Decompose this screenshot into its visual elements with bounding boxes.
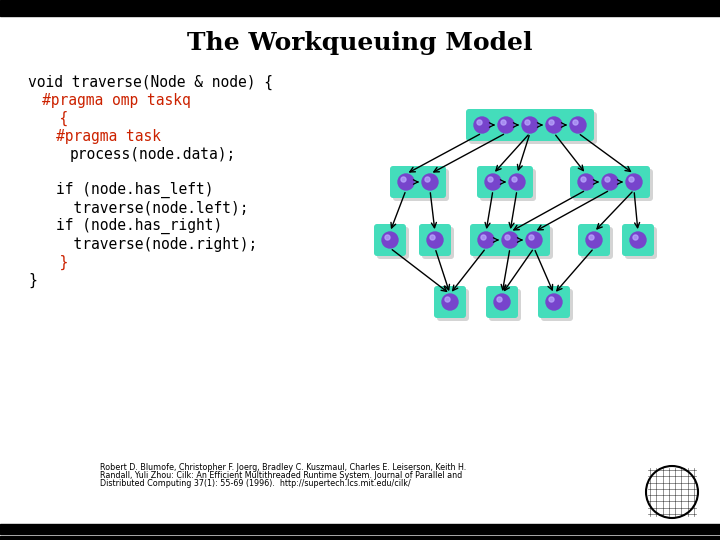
FancyBboxPatch shape bbox=[434, 286, 466, 318]
Circle shape bbox=[382, 232, 398, 248]
FancyBboxPatch shape bbox=[390, 166, 446, 198]
Circle shape bbox=[485, 174, 501, 190]
FancyBboxPatch shape bbox=[374, 224, 406, 256]
Circle shape bbox=[630, 232, 646, 248]
FancyBboxPatch shape bbox=[541, 289, 573, 321]
FancyBboxPatch shape bbox=[393, 169, 449, 201]
Bar bbox=[0, 524, 720, 534]
Circle shape bbox=[505, 235, 510, 240]
Text: #pragma task: #pragma task bbox=[56, 129, 161, 144]
Text: #pragma omp taskq: #pragma omp taskq bbox=[42, 92, 191, 107]
FancyBboxPatch shape bbox=[377, 227, 409, 259]
FancyBboxPatch shape bbox=[570, 166, 650, 198]
Text: The Workqueuing Model: The Workqueuing Model bbox=[187, 31, 533, 55]
FancyBboxPatch shape bbox=[573, 169, 653, 201]
FancyBboxPatch shape bbox=[622, 224, 654, 256]
Circle shape bbox=[512, 177, 517, 182]
Circle shape bbox=[529, 235, 534, 240]
Circle shape bbox=[422, 174, 438, 190]
FancyBboxPatch shape bbox=[422, 227, 454, 259]
Circle shape bbox=[549, 120, 554, 125]
Circle shape bbox=[549, 297, 554, 302]
Circle shape bbox=[498, 117, 514, 133]
Text: }: } bbox=[42, 254, 68, 269]
Text: }: } bbox=[28, 272, 37, 288]
Text: process(node.data);: process(node.data); bbox=[70, 146, 236, 161]
Circle shape bbox=[501, 120, 506, 125]
Circle shape bbox=[488, 177, 493, 182]
FancyBboxPatch shape bbox=[486, 286, 518, 318]
Circle shape bbox=[494, 294, 510, 310]
FancyBboxPatch shape bbox=[477, 166, 533, 198]
Circle shape bbox=[442, 294, 458, 310]
FancyBboxPatch shape bbox=[538, 286, 570, 318]
FancyBboxPatch shape bbox=[473, 227, 553, 259]
Text: if (node.has_left): if (node.has_left) bbox=[56, 182, 214, 198]
FancyBboxPatch shape bbox=[489, 289, 521, 321]
FancyBboxPatch shape bbox=[480, 169, 536, 201]
Circle shape bbox=[474, 117, 490, 133]
Circle shape bbox=[427, 232, 443, 248]
Circle shape bbox=[646, 466, 698, 518]
Circle shape bbox=[546, 294, 562, 310]
FancyBboxPatch shape bbox=[470, 224, 550, 256]
Circle shape bbox=[477, 120, 482, 125]
Circle shape bbox=[570, 117, 586, 133]
Text: Robert D. Blumofe, Christopher F. Joerg, Bradley C. Kuszmaul, Charles E. Leisers: Robert D. Blumofe, Christopher F. Joerg,… bbox=[100, 463, 467, 472]
Circle shape bbox=[502, 232, 518, 248]
Circle shape bbox=[445, 297, 450, 302]
FancyBboxPatch shape bbox=[581, 227, 613, 259]
Circle shape bbox=[602, 174, 618, 190]
Text: {: { bbox=[42, 110, 68, 126]
Circle shape bbox=[629, 177, 634, 182]
Circle shape bbox=[509, 174, 525, 190]
Circle shape bbox=[430, 235, 435, 240]
FancyBboxPatch shape bbox=[437, 289, 469, 321]
FancyBboxPatch shape bbox=[469, 112, 597, 144]
Circle shape bbox=[633, 235, 638, 240]
Bar bbox=[0, 0, 720, 16]
Text: void traverse(Node & node) {: void traverse(Node & node) { bbox=[28, 75, 273, 90]
Text: traverse(node.left);: traverse(node.left); bbox=[56, 200, 248, 215]
Circle shape bbox=[605, 177, 610, 182]
Circle shape bbox=[589, 235, 594, 240]
Circle shape bbox=[578, 174, 594, 190]
Circle shape bbox=[425, 177, 430, 182]
FancyBboxPatch shape bbox=[419, 224, 451, 256]
Circle shape bbox=[586, 232, 602, 248]
Circle shape bbox=[385, 235, 390, 240]
Bar bbox=[0, 536, 720, 540]
FancyBboxPatch shape bbox=[466, 109, 594, 141]
Circle shape bbox=[546, 117, 562, 133]
Circle shape bbox=[525, 120, 530, 125]
FancyBboxPatch shape bbox=[578, 224, 610, 256]
Circle shape bbox=[522, 117, 538, 133]
Circle shape bbox=[497, 297, 502, 302]
Circle shape bbox=[573, 120, 578, 125]
FancyBboxPatch shape bbox=[625, 227, 657, 259]
Circle shape bbox=[478, 232, 494, 248]
Circle shape bbox=[526, 232, 542, 248]
Text: Distributed Computing 37(1): 55-69 (1996).  http://supertech.lcs.mit.edu/cilk/: Distributed Computing 37(1): 55-69 (1996… bbox=[100, 480, 410, 489]
Circle shape bbox=[398, 174, 414, 190]
Circle shape bbox=[581, 177, 586, 182]
Circle shape bbox=[481, 235, 486, 240]
Text: Randall, Yuli Zhou: Cilk: An Efficient Multithreaded Runtime System. Journal of : Randall, Yuli Zhou: Cilk: An Efficient M… bbox=[100, 471, 462, 481]
Text: traverse(node.right);: traverse(node.right); bbox=[56, 237, 257, 252]
Circle shape bbox=[626, 174, 642, 190]
Circle shape bbox=[401, 177, 406, 182]
Text: if (node.has_right): if (node.has_right) bbox=[56, 218, 222, 234]
